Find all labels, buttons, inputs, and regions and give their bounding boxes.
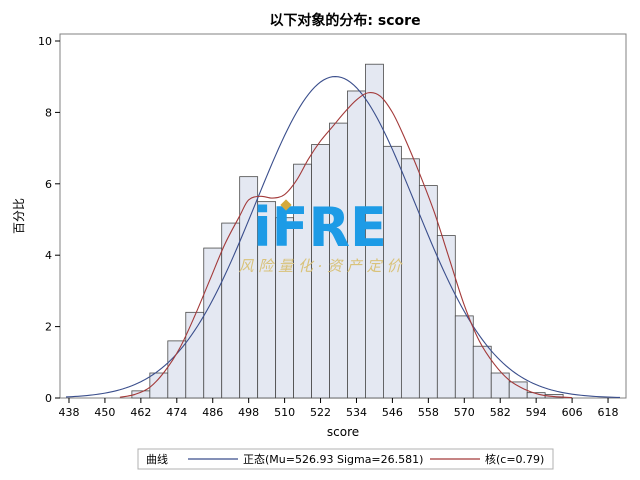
y-axis: 0 2 4 6 8 10 <box>38 35 60 405</box>
watermark-subtitle: 风 险 量 化 · 资 产 定 价 <box>239 257 404 275</box>
y-tick-label: 10 <box>38 35 52 48</box>
x-tick-label: 498 <box>238 406 259 419</box>
histogram-bar <box>203 247 223 399</box>
x-tick-label: 486 <box>202 406 223 419</box>
x-tick-label: 606 <box>562 406 583 419</box>
x-tick-label: 570 <box>454 406 475 419</box>
x-tick-label: 462 <box>130 406 151 419</box>
y-tick-label: 4 <box>45 249 52 262</box>
y-tick-label: 0 <box>45 392 52 405</box>
y-tick-label: 6 <box>45 178 52 191</box>
x-tick-label: 510 <box>274 406 295 419</box>
x-axis-label: score <box>327 425 359 439</box>
y-tick-label: 2 <box>45 321 52 334</box>
x-axis: 438 450 462 474 486 498 510 522 534 546 558 570 582 5… <box>58 398 619 419</box>
x-tick-label: 534 <box>346 406 367 419</box>
normal-density-curve <box>65 75 621 399</box>
x-tick-label: 582 <box>490 406 511 419</box>
x-tick-label: 522 <box>310 406 331 419</box>
histogram-bar <box>454 315 474 399</box>
x-tick-label: 618 <box>598 406 619 419</box>
x-tick-label: 474 <box>166 406 187 419</box>
legend-frame <box>137 448 554 470</box>
histogram-bar <box>418 185 438 399</box>
histogram-bar <box>490 372 510 399</box>
histogram-bar <box>185 311 205 399</box>
legend-label-kernel: 核(c=0.79) <box>485 452 544 466</box>
x-tick-label: 450 <box>94 406 115 419</box>
watermark-logo: iFRE <box>253 196 387 259</box>
x-tick-label: 546 <box>382 406 403 419</box>
histogram-bar <box>472 345 492 399</box>
y-axis-label: 百分比 <box>12 198 26 234</box>
kernel-density-curve <box>119 92 573 399</box>
x-tick-label: 558 <box>418 406 439 419</box>
legend-title: 曲线 <box>146 452 168 466</box>
watermark-dot <box>280 199 292 211</box>
legend-label-normal: 正态(Mu=526.93 Sigma=26.581) <box>243 453 423 466</box>
histogram-bars <box>131 63 564 399</box>
histogram-bar <box>167 340 187 399</box>
ifre-watermark: iFRE 风 险 量 化 · 资 产 定 价 <box>239 196 404 275</box>
histogram-bar <box>436 235 456 399</box>
histogram-bar <box>508 381 528 399</box>
chart-title: 以下对象的分布: score <box>269 12 420 29</box>
legend: 曲线 正态(Mu=526.93 Sigma=26.581) 核(c=0.79) <box>137 448 554 470</box>
y-tick-label: 8 <box>45 106 52 119</box>
x-tick-label: 438 <box>58 406 79 419</box>
x-tick-label: 594 <box>526 406 547 419</box>
histogram-bar <box>400 158 420 399</box>
